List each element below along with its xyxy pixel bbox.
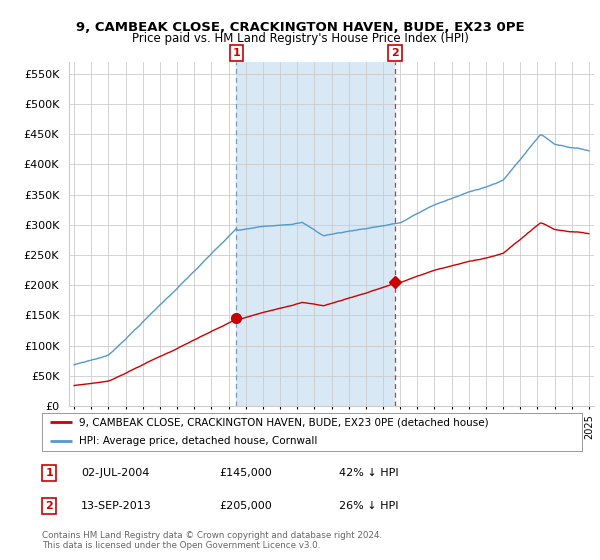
Text: 9, CAMBEAK CLOSE, CRACKINGTON HAVEN, BUDE, EX23 0PE: 9, CAMBEAK CLOSE, CRACKINGTON HAVEN, BUD… xyxy=(76,21,524,34)
Text: 2: 2 xyxy=(391,48,399,58)
Text: 26% ↓ HPI: 26% ↓ HPI xyxy=(339,501,398,511)
Text: HPI: Average price, detached house, Cornwall: HPI: Average price, detached house, Corn… xyxy=(79,436,317,446)
Text: 9, CAMBEAK CLOSE, CRACKINGTON HAVEN, BUDE, EX23 0PE (detached house): 9, CAMBEAK CLOSE, CRACKINGTON HAVEN, BUD… xyxy=(79,417,488,427)
Text: 42% ↓ HPI: 42% ↓ HPI xyxy=(339,468,398,478)
Text: Price paid vs. HM Land Registry's House Price Index (HPI): Price paid vs. HM Land Registry's House … xyxy=(131,32,469,45)
Text: Contains HM Land Registry data © Crown copyright and database right 2024.
This d: Contains HM Land Registry data © Crown c… xyxy=(42,530,382,550)
Text: £145,000: £145,000 xyxy=(219,468,272,478)
Text: 1: 1 xyxy=(46,468,53,478)
Text: 02-JUL-2004: 02-JUL-2004 xyxy=(81,468,149,478)
Text: 2: 2 xyxy=(46,501,53,511)
Text: £205,000: £205,000 xyxy=(219,501,272,511)
Bar xyxy=(236,62,395,406)
Text: 13-SEP-2013: 13-SEP-2013 xyxy=(81,501,152,511)
Text: 1: 1 xyxy=(232,48,240,58)
